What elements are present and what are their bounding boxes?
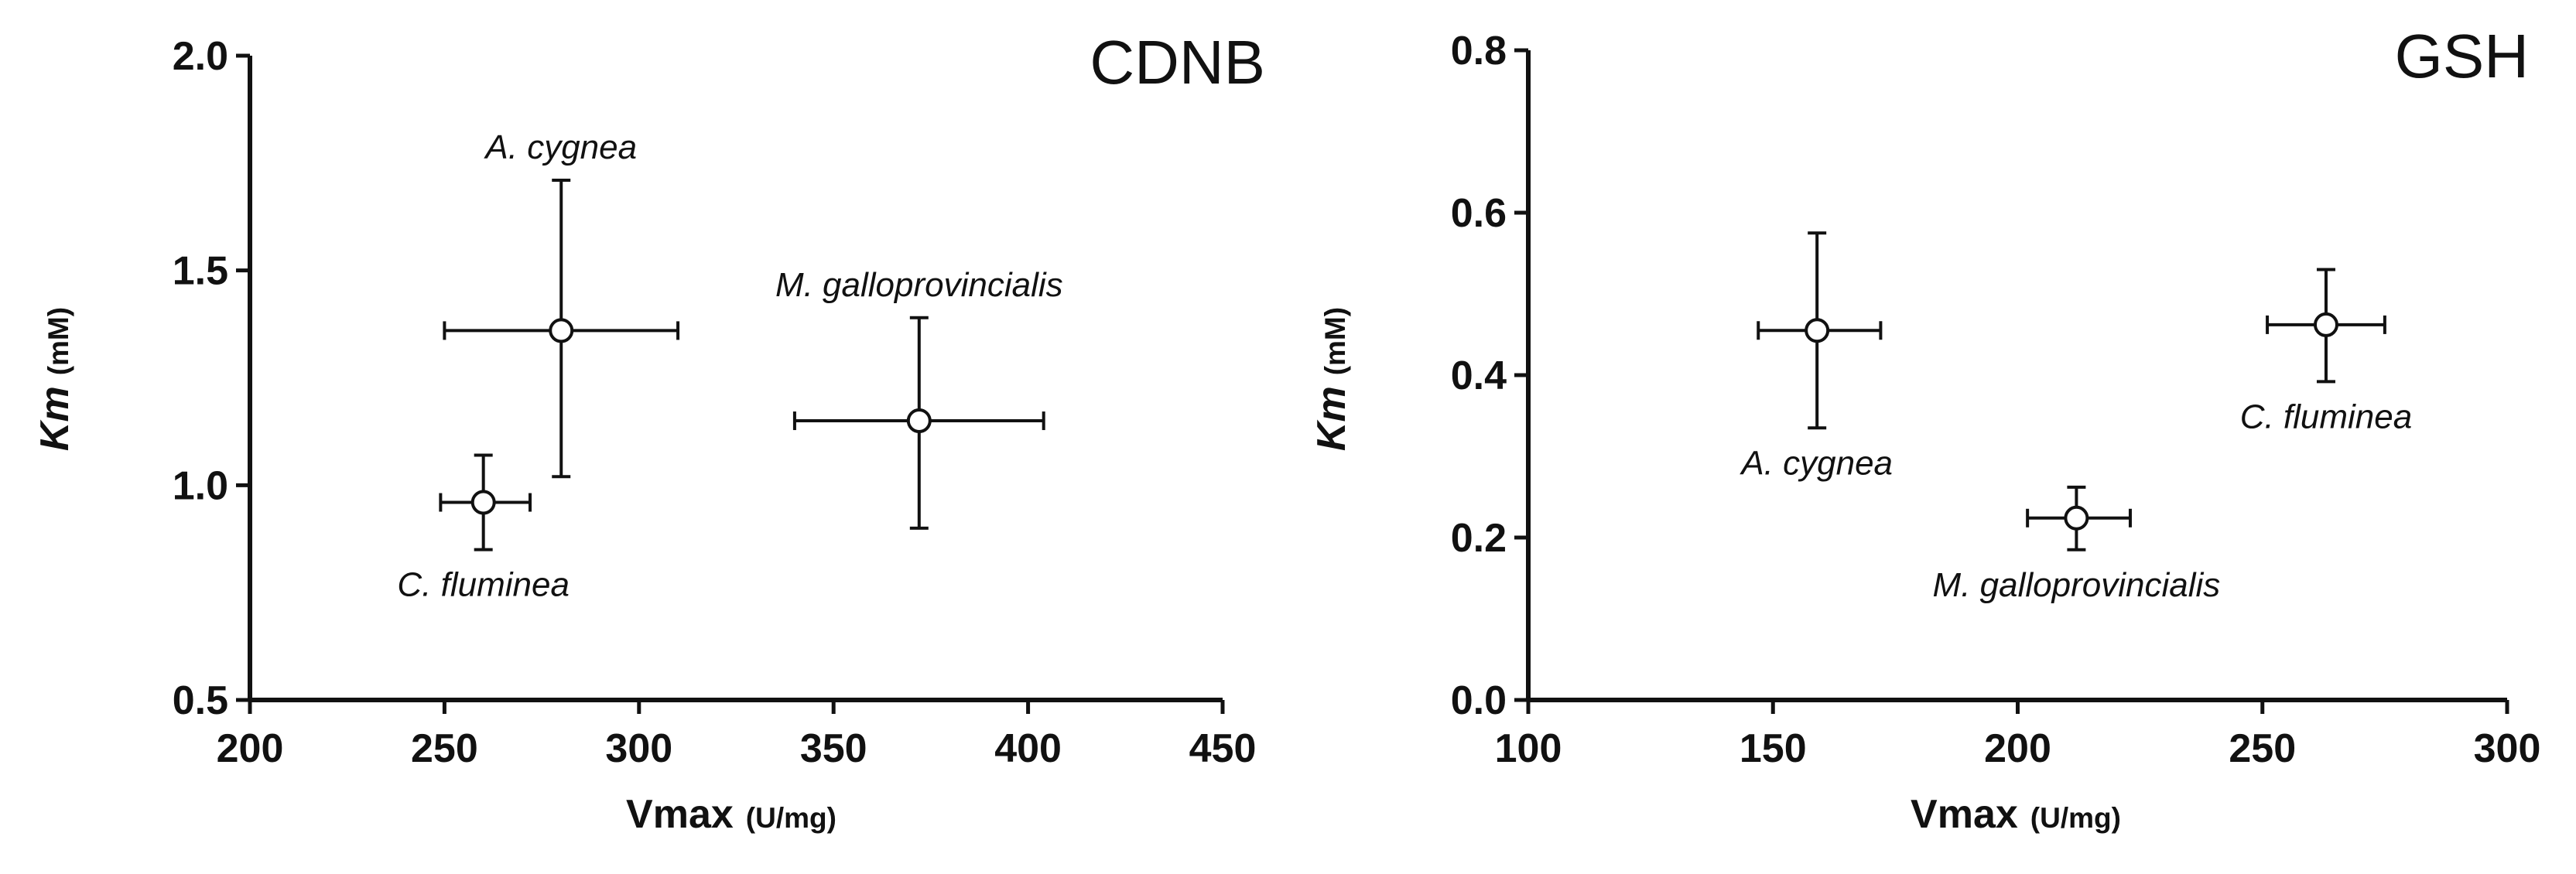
x-tick-label: 250 [411, 726, 478, 771]
data-point-c-fluminea: C. fluminea [397, 453, 570, 604]
data-label: M. galloprovincialis [1933, 566, 2221, 604]
data-label: C. fluminea [2240, 398, 2413, 435]
data-point-marker [2313, 312, 2338, 337]
data-point-m-galloprovincialis: M. galloprovincialis [775, 266, 1063, 530]
x-tick-label: 400 [994, 726, 1062, 771]
data-point-marker [906, 408, 932, 434]
data-point-a-cygnea: A. cygnea [1739, 231, 1893, 482]
data-point-marker [2064, 505, 2089, 531]
x-tick-label: 250 [2229, 726, 2296, 771]
y-tick-label: 2.0 [173, 34, 228, 79]
chart-title: CDNB [1090, 28, 1265, 97]
y-tick-label: 0.5 [173, 678, 228, 723]
y-tick-label: 0.2 [1451, 516, 1507, 561]
y-tick-label: 0.6 [1451, 191, 1507, 236]
x-axis-title: Vmax (U/mg) [1911, 792, 2121, 837]
x-tick-label: 300 [2474, 726, 2541, 771]
data-label: M. galloprovincialis [775, 266, 1063, 304]
chart-panel-gsh: GSH Vmax (U/mg) Km(mM) 0.0 0.2 0.4 0.6 0.8 100… [1309, 22, 2540, 837]
data-point-a-cygnea: A. cygnea [443, 128, 680, 479]
y-axis-title: Km(mM) [32, 307, 77, 451]
y-tick-label: 0.0 [1451, 678, 1507, 723]
y-axis-title: Km(mM) [1309, 307, 1354, 451]
data-point-marker [1805, 318, 1830, 343]
x-tick-label: 200 [1984, 726, 2051, 771]
data-point-marker [549, 318, 574, 343]
data-point-c-fluminea: C. fluminea [2240, 268, 2413, 435]
data-label: A. cygnea [1739, 444, 1893, 482]
data-label: A. cygnea [483, 128, 637, 166]
y-tick-label: 0.4 [1451, 353, 1507, 398]
data-label: C. fluminea [397, 566, 570, 604]
x-tick-label: 100 [1495, 726, 1562, 771]
x-tick-label: 200 [217, 726, 284, 771]
x-tick-label: 350 [800, 726, 867, 771]
y-tick-label: 1.5 [173, 249, 228, 294]
x-tick-label: 300 [605, 726, 672, 771]
data-point-m-galloprovincialis: M. galloprovincialis [1933, 485, 2221, 604]
chart-title: GSH [2395, 22, 2529, 90]
x-tick-label: 450 [1189, 726, 1257, 771]
chart-panel-cdnb: CDNB Vmax (U/mg) Km(mM) 0.5 1.0 1.5 2.0 200 25… [32, 28, 1265, 837]
y-tick-label: 0.8 [1451, 29, 1507, 73]
x-axis-title: Vmax (U/mg) [626, 792, 836, 837]
x-tick-label: 150 [1740, 726, 1807, 771]
data-point-marker [470, 490, 496, 515]
y-tick-label: 1.0 [173, 463, 228, 508]
